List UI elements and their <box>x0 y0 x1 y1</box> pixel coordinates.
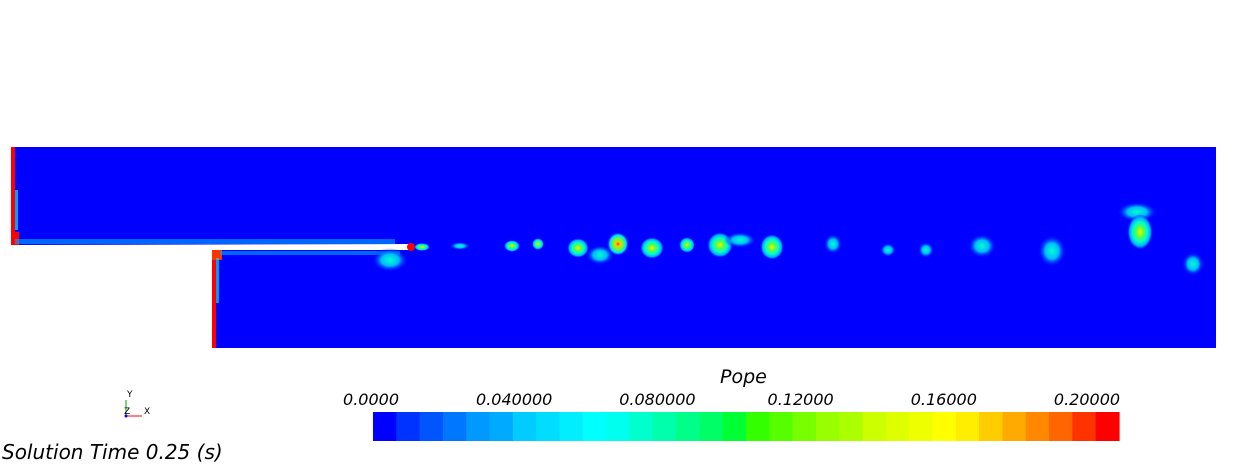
colorbar-swatch <box>582 412 607 441</box>
colorbar-swatch <box>1095 412 1120 441</box>
colorbar-swatch <box>606 412 631 441</box>
colorbar-swatch <box>699 412 724 441</box>
colorbar-swatch <box>839 412 864 441</box>
colorbar-swatch <box>396 412 421 441</box>
colorbar-swatch <box>746 412 770 441</box>
colorbar-swatch <box>792 412 817 441</box>
colorbar-swatch <box>1025 412 1050 441</box>
colorbar-tick-label: 0.080000 <box>619 390 696 409</box>
colorbar <box>373 412 1120 441</box>
solution-time-label: Solution Time 0.25 (s) <box>2 440 223 464</box>
colorbar-swatch <box>1072 412 1097 441</box>
colorbar-swatch <box>442 412 467 441</box>
triad-y-label: Y <box>127 390 133 400</box>
colorbar-swatch <box>489 412 514 441</box>
colorbar-swatch <box>955 412 980 441</box>
wake-eddies <box>372 202 1204 276</box>
colorbar-swatch <box>1002 412 1027 441</box>
colorbar-title: Pope <box>720 366 767 388</box>
colorbar-swatch <box>769 412 794 441</box>
triad-z-label: Z <box>124 407 131 417</box>
colorbar-swatch <box>862 412 887 441</box>
colorbar-swatch <box>676 412 700 441</box>
colorbar-swatch <box>373 412 397 441</box>
axis-triad <box>124 400 142 418</box>
colorbar-tick-label: 0.0000 <box>343 390 399 409</box>
colorbar-swatch <box>536 412 561 441</box>
colorbar-tick-label: 0.12000 <box>767 390 834 409</box>
colorbar-tick-label: 0.20000 <box>1053 390 1121 409</box>
colorbar-swatch <box>979 412 1004 441</box>
colorbar-tick-label: 0.16000 <box>910 390 977 409</box>
colorbar-swatch <box>932 412 957 441</box>
triad-x-label: X <box>144 407 151 417</box>
colorbar-tick-label: 0.040000 <box>476 390 553 409</box>
colorbar-swatch <box>629 412 654 441</box>
colorbar-swatch <box>885 412 910 441</box>
colorbar-swatch <box>652 412 677 441</box>
colorbar-swatch <box>559 412 584 441</box>
colorbar-swatch <box>466 412 491 441</box>
colorbar-swatch <box>512 412 537 441</box>
colorbar-swatch <box>722 412 747 441</box>
colorbar-swatch <box>909 412 934 441</box>
colorbar-swatch <box>419 412 444 441</box>
colorbar-swatch <box>1049 412 1073 441</box>
colorbar-swatch <box>815 412 840 441</box>
